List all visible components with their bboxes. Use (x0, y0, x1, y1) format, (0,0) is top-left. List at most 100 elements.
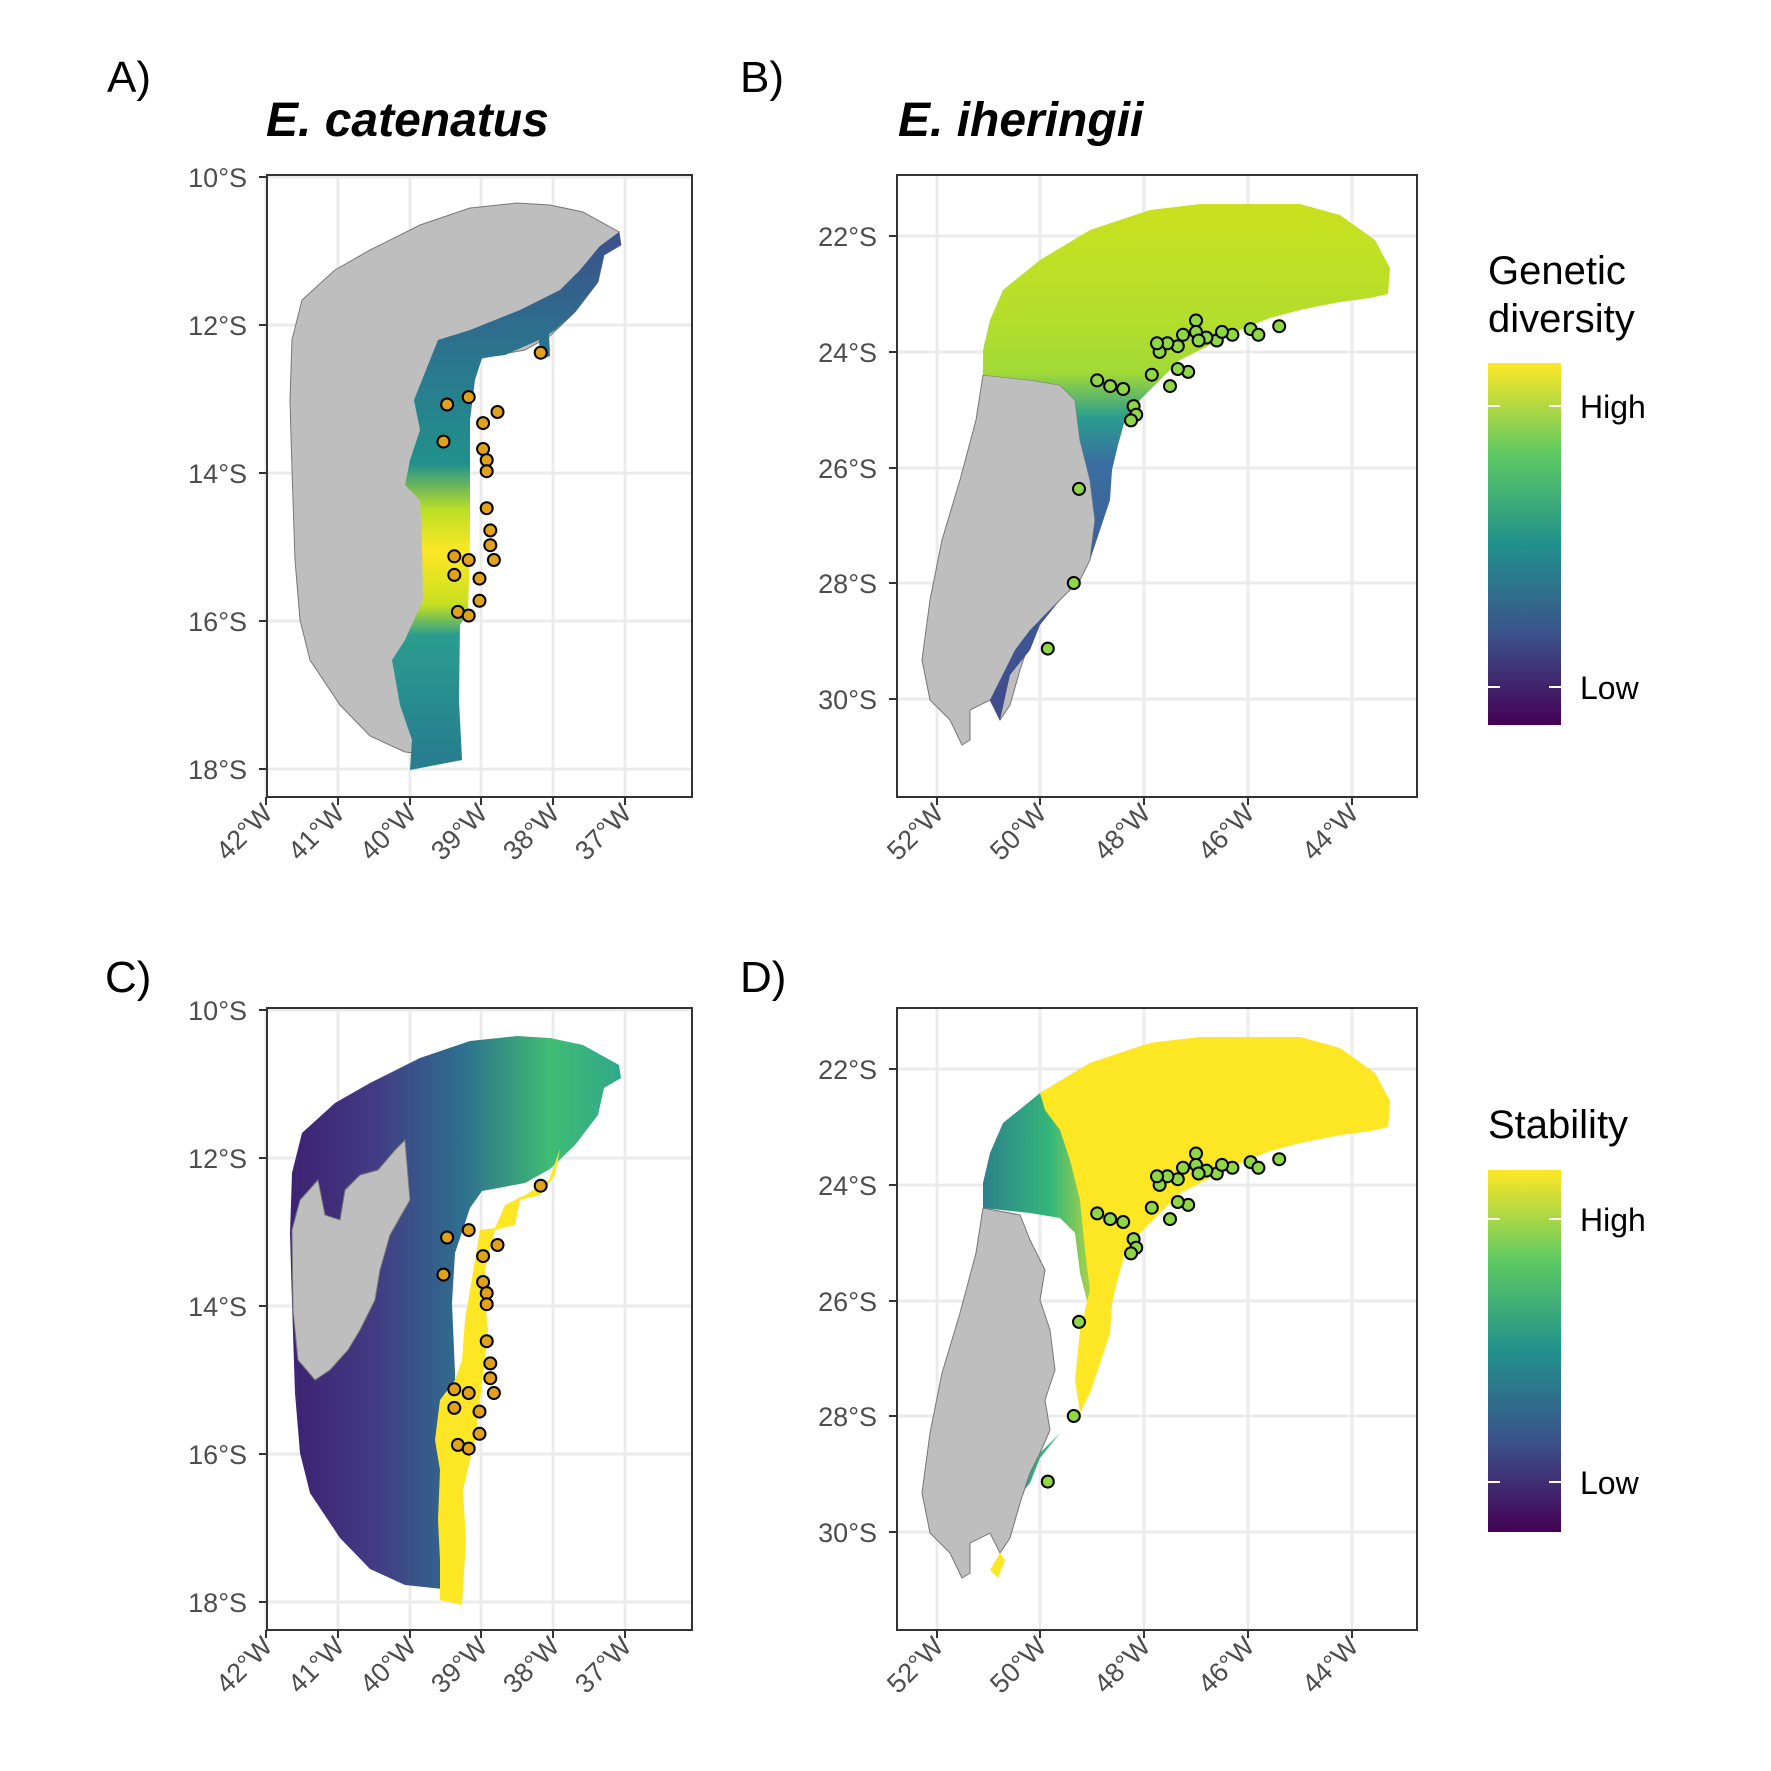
sample-point (1251, 1160, 1266, 1175)
sample-point (476, 1249, 491, 1264)
y-tick-b-3: 28°S (818, 569, 877, 599)
sample-point (486, 553, 501, 567)
sample-point (461, 1441, 476, 1456)
legend-stability: Stability High Low (1488, 1103, 1646, 1532)
sample-point (1176, 327, 1190, 342)
x-tick-b-4: 44°W (1296, 798, 1364, 866)
sample-point (1103, 379, 1118, 394)
sample-point (1191, 333, 1206, 348)
sample-point (440, 1230, 455, 1245)
x-tick-b-2: 48°W (1088, 798, 1156, 866)
sample-point (1103, 1212, 1118, 1227)
sample-point (1251, 327, 1266, 342)
y-tick-c-1: 12°S (188, 1144, 247, 1174)
sample-point (483, 1356, 498, 1371)
y-tick-d-4: 30°S (818, 1518, 877, 1548)
sample-point (479, 501, 494, 516)
x-axis-d (936, 1630, 1353, 1638)
panel-frame-d (896, 1007, 1418, 1631)
y-axis-b (889, 235, 897, 700)
y-tick-c-0: 10°S (188, 996, 247, 1026)
x-tick-a-5: 37°W (569, 798, 637, 866)
sample-point (1150, 1169, 1164, 1184)
sample-point (1124, 1246, 1138, 1261)
legend-low-label: Low (1580, 670, 1640, 706)
x-tick-c-3: 39°W (425, 1631, 493, 1699)
sample-point (1170, 1195, 1185, 1209)
x-tick-c-5: 37°W (569, 1631, 637, 1699)
colorbar-ticks-stability (1488, 1218, 1561, 1483)
sample-point (461, 608, 476, 623)
sample-point (1150, 336, 1164, 351)
panel-label-a: A) (107, 53, 151, 102)
sample-point (533, 1178, 548, 1193)
y-tick-b-1: 24°S (818, 338, 877, 368)
x-tick-a-4: 38°W (497, 798, 565, 866)
points-d (1040, 1146, 1287, 1489)
sample-point (1215, 324, 1229, 339)
raster-diversity-a (392, 232, 621, 770)
x-tick-a-0: 42°W (210, 798, 278, 866)
sample-point (461, 1223, 476, 1238)
sample-point (1189, 313, 1203, 328)
sample-point (447, 567, 462, 582)
x-tick-c-4: 38°W (497, 1631, 565, 1699)
legend-low-label-stability: Low (1580, 1465, 1640, 1501)
y-tick-c-4: 18°S (188, 1588, 247, 1618)
legend-high-label-stability: High (1580, 1202, 1646, 1238)
sample-point (1176, 1160, 1190, 1175)
range-area-b (921, 374, 1096, 746)
legend-high-label: High (1580, 389, 1646, 425)
sample-point (447, 549, 462, 564)
sample-point (483, 1371, 498, 1386)
raster-stable-core-d (1040, 1037, 1390, 1413)
x-tick-b-3: 46°W (1192, 798, 1260, 866)
y-tick-d-3: 28°S (818, 1402, 877, 1432)
raster-stable-tail-d (990, 1553, 1005, 1578)
panel-frame-b (896, 174, 1418, 798)
panel-a: A) E. catenatus 10°S 12°S 14°S 16°S (107, 53, 693, 866)
y-tick-c-3: 16°S (188, 1440, 247, 1470)
legend-title-stability: Stability (1488, 1103, 1628, 1147)
y-tick-b-0: 22°S (818, 222, 877, 252)
raster-stable-core-c (435, 1149, 560, 1605)
points-a (436, 345, 548, 623)
sample-point (479, 464, 494, 479)
x-axis-a (265, 797, 626, 805)
y-tick-d-0: 22°S (818, 1055, 877, 1085)
x-tick-a-2: 40°W (354, 798, 422, 866)
x-tick-c-1: 41°W (282, 1631, 350, 1699)
colorbar-genetic-diversity (1488, 363, 1561, 725)
y-tick-a-2: 14°S (188, 459, 247, 489)
sample-point (1116, 1215, 1131, 1229)
x-axis-b (936, 797, 1353, 805)
colorbar-ticks-genetic-diversity (1488, 405, 1561, 688)
sample-point (1272, 1152, 1287, 1167)
sample-point (1124, 413, 1138, 428)
sample-point (461, 1386, 476, 1400)
sample-point (490, 405, 505, 419)
sample-point (483, 538, 498, 553)
x-tick-c-2: 40°W (354, 1631, 422, 1699)
legend-title-line2: diversity (1488, 297, 1635, 341)
sample-point (1163, 379, 1177, 394)
panel-title-b: E. iheringii (898, 94, 1145, 147)
sample-point (1272, 319, 1287, 334)
sample-point (1163, 1212, 1177, 1227)
y-tick-a-0: 10°S (188, 163, 247, 193)
sample-point (1189, 1146, 1203, 1161)
x-axis-c (265, 1630, 626, 1638)
y-tick-b-4: 30°S (818, 685, 877, 715)
legend-genetic-diversity: Genetic diversity High Low (1488, 249, 1646, 725)
sample-point (447, 1400, 462, 1415)
panel-title-a: E. catenatus (266, 94, 549, 147)
x-tick-d-2: 48°W (1088, 1631, 1156, 1699)
points-b (1040, 313, 1287, 656)
sample-point (440, 397, 455, 412)
colorbar-stability (1488, 1170, 1561, 1532)
x-tick-d-1: 50°W (984, 1631, 1052, 1699)
x-tick-d-3: 46°W (1192, 1631, 1260, 1699)
sample-point (436, 1267, 451, 1282)
sample-point (479, 1334, 494, 1349)
